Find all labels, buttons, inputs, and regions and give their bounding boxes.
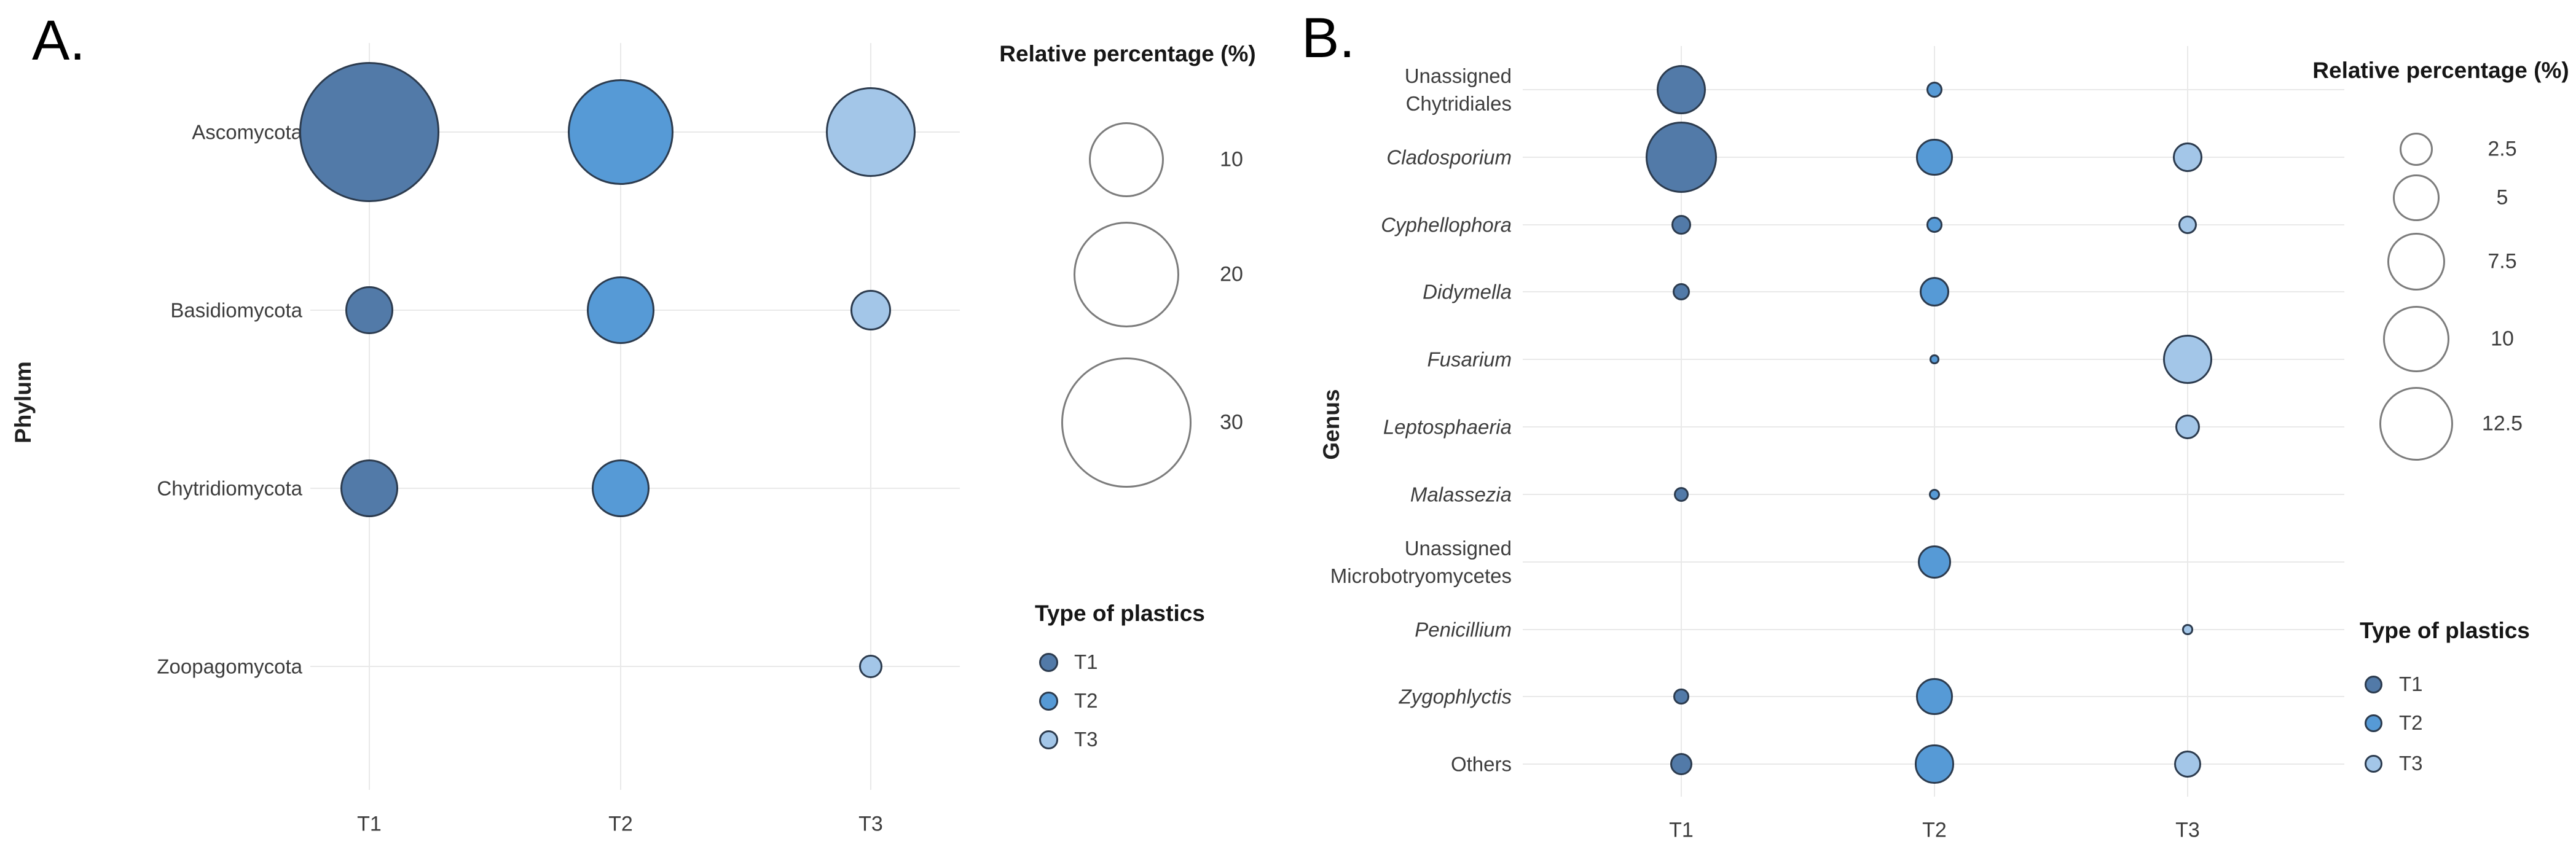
bubble-t3 xyxy=(850,289,892,331)
size-legend-value: 5 xyxy=(2496,185,2508,209)
bubble-t1 xyxy=(1672,283,1690,301)
legend-color-label: T1 xyxy=(2399,673,2423,695)
bubble-t2 xyxy=(1916,678,1953,715)
y-category-label: Others xyxy=(1450,752,1512,776)
x-category-label: T2 xyxy=(608,812,633,836)
x-category-label: T1 xyxy=(357,812,382,836)
size-legend-circle xyxy=(1061,357,1192,488)
size-legend-circle xyxy=(2379,386,2454,461)
bubble-t1 xyxy=(345,286,393,334)
size-legend-circle xyxy=(1088,122,1164,198)
y-category-label: Unassigned Chytridiales xyxy=(1404,64,1512,115)
size-legend-circle xyxy=(2382,305,2450,373)
bubble-t2 xyxy=(1926,217,1942,233)
bubble-t1 xyxy=(1646,122,1717,193)
bubble-t1 xyxy=(1670,753,1692,775)
gridline-vertical xyxy=(870,43,871,790)
gridline-vertical xyxy=(620,43,621,790)
bubble-t1 xyxy=(1671,214,1692,235)
panel-a-label: A. xyxy=(32,9,85,72)
genus-axis-title: Genus xyxy=(1319,389,1344,460)
size-legend-value: 7.5 xyxy=(2488,249,2517,273)
bubble-t1 xyxy=(340,459,399,518)
y-category-label: Leptosphaeria xyxy=(1383,415,1512,439)
bubble-t2 xyxy=(1916,139,1953,176)
y-category-label: Didymella xyxy=(1423,280,1512,303)
y-category-label: Cladosporium xyxy=(1386,146,1512,169)
color-legend-title-a: Type of plastics xyxy=(1035,601,1205,626)
bubble-t2 xyxy=(1917,545,1952,579)
bubble-t2 xyxy=(1919,276,1950,307)
color-legend-title-b: Type of plastics xyxy=(2360,618,2530,643)
y-category-label: Penicillium xyxy=(1415,618,1512,641)
y-category-label: Fusarium xyxy=(1427,348,1512,371)
bubble-t2 xyxy=(1928,488,1941,501)
size-legend-title-b: Relative percentage (%) xyxy=(2312,58,2569,83)
size-legend-title-a: Relative percentage (%) xyxy=(999,41,1256,66)
bubble-t3 xyxy=(825,87,916,178)
bubble-t3 xyxy=(858,654,883,679)
bubble-t2 xyxy=(1926,81,1943,98)
size-legend-value: 10 xyxy=(2491,327,2514,351)
gridline-horizontal xyxy=(310,666,960,667)
legend-color-swatch xyxy=(1039,691,1058,711)
bubble-t3 xyxy=(2178,215,2197,235)
bubble-t3 xyxy=(2182,624,2193,635)
bubble-t1 xyxy=(1673,486,1689,502)
bubble-t3 xyxy=(2162,334,2213,385)
legend-color-label: T2 xyxy=(2399,711,2423,734)
size-legend-value: 10 xyxy=(1220,147,1243,171)
legend-color-swatch xyxy=(2364,754,2382,773)
y-category-label: Zoopagomycota xyxy=(157,655,302,678)
bubble-t1 xyxy=(1656,64,1706,115)
x-category-label: T3 xyxy=(858,812,883,836)
legend-color-swatch xyxy=(1039,652,1058,672)
legend-color-swatch xyxy=(2364,675,2382,693)
size-legend-circle xyxy=(2399,132,2433,166)
y-category-label: Cyphellophora xyxy=(1381,213,1512,236)
bubble-t1 xyxy=(1673,689,1689,705)
legend-color-swatch xyxy=(2364,714,2382,732)
size-legend-value: 20 xyxy=(1220,262,1243,286)
gridline-horizontal xyxy=(1523,426,2344,428)
bubble-t2 xyxy=(1915,744,1954,784)
size-legend-circle xyxy=(2392,174,2440,222)
x-category-label: T1 xyxy=(1669,818,1694,842)
gridline-vertical xyxy=(1934,46,1935,797)
size-legend-value: 30 xyxy=(1220,410,1243,434)
bubble-t3 xyxy=(2174,750,2202,778)
bubble-t1 xyxy=(299,61,440,203)
legend-color-swatch xyxy=(1039,730,1058,749)
y-category-label: Zygophlyctis xyxy=(1399,685,1512,708)
gridline-vertical xyxy=(369,43,370,790)
bubble-t2 xyxy=(591,459,650,518)
gridline-vertical xyxy=(1681,46,1682,797)
x-category-label: T3 xyxy=(2175,818,2200,842)
size-legend-value: 2.5 xyxy=(2488,137,2517,161)
legend-color-label: T3 xyxy=(1074,728,1098,751)
legend-color-label: T3 xyxy=(2399,752,2423,775)
gridline-horizontal xyxy=(1523,629,2344,630)
y-category-label: Ascomycota xyxy=(192,120,302,144)
y-category-label: Basidiomycota xyxy=(170,299,302,322)
x-category-label: T2 xyxy=(1922,818,1947,842)
bubble-t3 xyxy=(2172,142,2203,173)
y-category-label: Chytridiomycota xyxy=(157,477,302,500)
size-legend-circle xyxy=(2387,233,2445,291)
y-category-label: Malassezia xyxy=(1410,483,1512,506)
size-legend-value: 12.5 xyxy=(2481,412,2523,435)
legend-color-label: T2 xyxy=(1074,689,1098,712)
y-category-label: Unassigned Microbotryomycetes xyxy=(1330,537,1512,587)
bubble-t3 xyxy=(2175,414,2201,440)
bubble-t2 xyxy=(587,276,654,344)
size-legend-circle xyxy=(1073,221,1180,328)
panel-b-label: B. xyxy=(1302,7,1355,69)
bubble-t2 xyxy=(567,79,674,185)
bubble-t2 xyxy=(1930,354,1939,364)
legend-color-label: T1 xyxy=(1074,650,1098,673)
